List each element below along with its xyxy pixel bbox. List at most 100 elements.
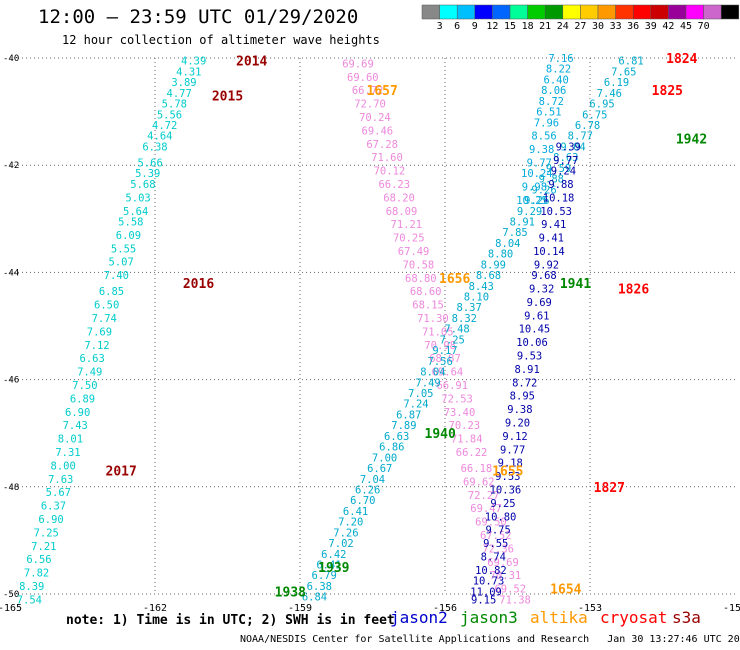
track-time-label: 1654 bbox=[550, 583, 581, 598]
wave-height-value: 9.26 bbox=[524, 195, 549, 207]
wave-height-value: 70.58 bbox=[403, 259, 435, 271]
wave-height-value: 8.00 bbox=[51, 460, 76, 472]
scale-tick-label: 15 bbox=[503, 21, 517, 32]
wave-height-value: 9.38 bbox=[507, 404, 532, 416]
track-time-label: 1939 bbox=[318, 561, 349, 576]
wave-height-value: 5.66 bbox=[138, 158, 163, 170]
wave-height-value: 7.96 bbox=[534, 117, 559, 129]
wave-height-value: 3.89 bbox=[171, 77, 196, 89]
wave-height-value: 7.05 bbox=[408, 388, 433, 400]
wave-height-value: 9.04 bbox=[560, 141, 585, 153]
wave-height-value: 9.29 bbox=[517, 206, 542, 218]
track-time-label: 1656 bbox=[439, 272, 470, 287]
wave-height-value: 5.03 bbox=[125, 192, 150, 204]
wave-height-value: 9.77 bbox=[527, 158, 552, 170]
wave-height-value: 9.41 bbox=[539, 233, 564, 245]
wave-height-value: 72.36 bbox=[482, 543, 514, 555]
scale-tick-label: 42 bbox=[662, 21, 675, 32]
track-time-label: 1824 bbox=[666, 52, 697, 67]
scale-tick-label: 12 bbox=[486, 21, 499, 32]
wave-height-value: 72.53 bbox=[441, 393, 473, 405]
wave-height-value: 7.26 bbox=[333, 527, 358, 539]
wave-height-value: 7.00 bbox=[372, 452, 397, 464]
wave-height-value: 5.64 bbox=[123, 206, 148, 218]
wave-height-value: 9.98 bbox=[522, 182, 547, 194]
wave-height-value: 6.38 bbox=[307, 581, 332, 593]
y-tick-label: -50 bbox=[3, 590, 19, 600]
wave-height-value: 5.07 bbox=[109, 257, 134, 269]
wave-height-value: 7.48 bbox=[444, 324, 469, 336]
wave-height-value: 7.49 bbox=[415, 377, 440, 389]
track-time-label: 2014 bbox=[236, 55, 267, 70]
wave-height-value: 6.90 bbox=[65, 407, 90, 419]
wave-height-value: 6.09 bbox=[116, 230, 141, 242]
wave-height-value: 7.82 bbox=[24, 568, 49, 580]
wave-height-value: 6.78 bbox=[575, 120, 600, 132]
wave-height-value: 7.89 bbox=[391, 420, 416, 432]
wave-height-value: 9.38 bbox=[529, 144, 554, 156]
wave-height-value: 69.52 bbox=[494, 584, 526, 596]
track-time-label: 2015 bbox=[212, 90, 243, 105]
wave-height-value: 4.64 bbox=[147, 131, 172, 143]
wave-height-value: 6.87 bbox=[396, 409, 421, 421]
x-tick-label: -156 bbox=[433, 603, 457, 614]
footnote: note: 1) Time is in UTC; 2) SWH is in fe… bbox=[66, 613, 395, 628]
wave-height-value: 4.72 bbox=[152, 120, 177, 132]
scale-tick-label: 9 bbox=[471, 21, 478, 32]
wave-height-value: 9.32 bbox=[529, 283, 554, 295]
wave-height-value: 7.20 bbox=[338, 517, 363, 529]
wave-height-value: 9.26 bbox=[531, 184, 556, 196]
wave-height-value: 8.37 bbox=[457, 302, 482, 314]
credit-text: NOAA/NESDIS Center for Satellite Applica… bbox=[240, 634, 590, 645]
y-tick-label: -44 bbox=[3, 268, 19, 278]
wave-height-value: 68.15 bbox=[412, 300, 444, 312]
wave-height-value: 8.04 bbox=[495, 238, 520, 250]
track-time-label: 1657 bbox=[367, 84, 398, 99]
scale-tick-label: 3 bbox=[436, 21, 443, 32]
wave-height-value: 8.56 bbox=[531, 131, 556, 143]
wave-height-value: 5.58 bbox=[118, 216, 143, 228]
wave-height-value: 7.16 bbox=[548, 53, 573, 65]
wave-height-value: 9.77 bbox=[553, 155, 578, 167]
wave-height-value: 66.22 bbox=[456, 447, 488, 459]
wave-height-value: 71.84 bbox=[451, 434, 483, 446]
x-tick-label: -153 bbox=[578, 603, 602, 614]
wave-height-value: 5.78 bbox=[162, 99, 187, 111]
scale-tick-label: 21 bbox=[539, 21, 552, 32]
wave-height-value: 71.38 bbox=[499, 594, 531, 606]
wave-height-value: 7.50 bbox=[72, 380, 97, 392]
wave-height-value: 9.88 bbox=[548, 179, 573, 191]
wave-height-value: 9.77 bbox=[500, 444, 525, 456]
wave-height-value: 10.06 bbox=[516, 337, 548, 349]
wave-height-value: 6.56 bbox=[26, 554, 51, 566]
wave-height-value: 7.43 bbox=[63, 420, 88, 432]
wave-height-value: 7.65 bbox=[611, 66, 636, 78]
wave-height-value: 6.41 bbox=[316, 560, 341, 572]
wave-height-value: 8.63 bbox=[553, 152, 578, 164]
wave-height-value: 6.90 bbox=[38, 514, 63, 526]
wave-height-value: 6.63 bbox=[384, 431, 409, 443]
wave-height-value: 9.53 bbox=[495, 471, 520, 483]
wave-height-value: 68.60 bbox=[410, 286, 442, 298]
wave-height-value: 10.18 bbox=[543, 192, 575, 204]
wave-height-value: 6.89 bbox=[70, 393, 95, 405]
scale-tick-label: 45 bbox=[679, 21, 693, 32]
wave-height-value: 8.06 bbox=[541, 85, 566, 97]
wave-height-value: 69.69 bbox=[342, 58, 374, 70]
y-tick-label: -46 bbox=[3, 376, 19, 386]
track-time-label: 1940 bbox=[425, 427, 456, 442]
wave-height-value: 8.22 bbox=[546, 64, 571, 76]
wave-height-value: 69.46 bbox=[362, 125, 394, 137]
wave-height-value: 69.47 bbox=[470, 503, 502, 515]
wave-height-value: 6.75 bbox=[582, 109, 607, 121]
wave-height-value: 8.04 bbox=[420, 367, 445, 379]
wave-height-value: 9.18 bbox=[498, 458, 523, 470]
wave-height-value: 7.31 bbox=[55, 447, 80, 459]
track-time-label: 1827 bbox=[594, 481, 625, 496]
wave-height-value: 8.80 bbox=[488, 249, 513, 261]
scale-tick-label: 33 bbox=[609, 21, 622, 32]
track-time-label: 1825 bbox=[652, 84, 683, 99]
scale-tick-label: 70 bbox=[697, 21, 710, 32]
legend-item-jason2: jason2 bbox=[390, 608, 448, 627]
wave-height-value: 73.40 bbox=[444, 407, 476, 419]
